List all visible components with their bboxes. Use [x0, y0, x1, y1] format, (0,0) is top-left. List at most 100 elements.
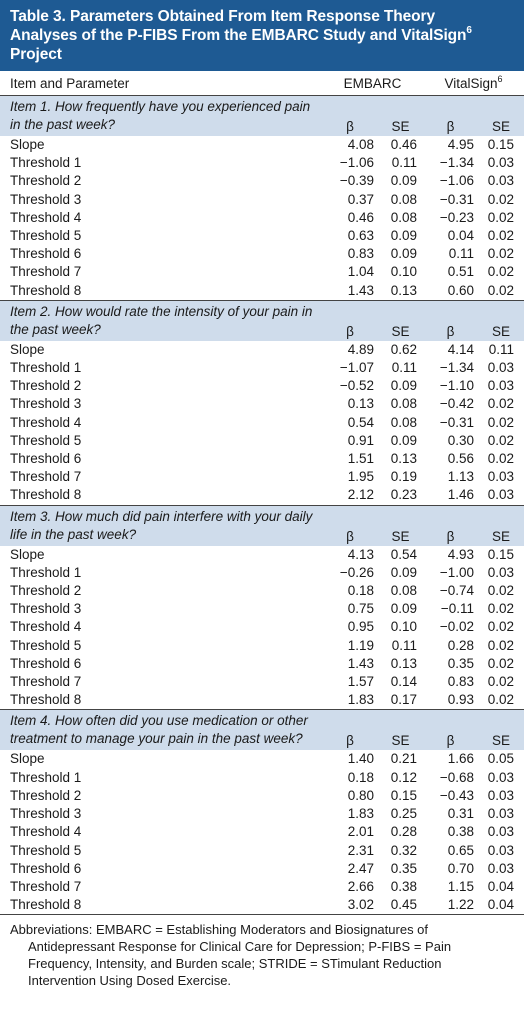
- vitalsign-beta-header: β: [423, 300, 479, 341]
- parameter-label: Threshold 1: [10, 360, 82, 376]
- vitalsign-beta-value: −0.43: [439, 787, 475, 803]
- vitalsign-beta-value: 0.93: [423, 691, 479, 711]
- vitalsign-beta-value: 0.83: [447, 674, 475, 690]
- embarc-se-value: 0.09: [390, 378, 418, 394]
- vitalsign-beta-value: 1.46: [423, 486, 479, 506]
- vitalsign-beta-value: −0.74: [439, 583, 475, 599]
- table-row: Threshold 2 −0.39 0.09 −1.06 0.03: [0, 172, 524, 190]
- item-header-row: Item 2. How would rate the intensity of …: [0, 300, 524, 341]
- vitalsign-beta-value: 1.66: [447, 751, 475, 767]
- vitalsign-se-value: 0.03: [478, 486, 524, 506]
- parameter-label: Threshold 8: [0, 691, 322, 711]
- embarc-beta-value: 0.18: [347, 769, 374, 785]
- vitalsign-beta-value: 0.28: [447, 637, 475, 653]
- vitalsign-se-value: 0.02: [487, 583, 515, 599]
- vitalsign-beta-value: 0.65: [447, 842, 475, 858]
- parameter-label: Threshold 5: [10, 842, 82, 858]
- data-table: Item and Parameter EMBARC VitalSign6 Ite…: [0, 71, 524, 916]
- table-row: Slope 1.40 0.21 1.66 0.05: [0, 750, 524, 768]
- parameter-label: Slope: [10, 341, 45, 357]
- embarc-se-value: 0.45: [378, 896, 424, 916]
- embarc-beta-value: 1.57: [347, 674, 374, 690]
- parameter-label: Threshold 1: [10, 155, 82, 171]
- embarc-se-header: SE: [378, 709, 424, 751]
- table-row: Threshold 5 2.31 0.32 0.65 0.03: [0, 842, 524, 860]
- embarc-beta-value: 0.80: [347, 787, 374, 803]
- embarc-beta-value: 2.66: [347, 878, 374, 894]
- parameter-label: Threshold 6: [10, 655, 82, 671]
- embarc-se-value: 0.08: [390, 396, 418, 412]
- parameter-label: Threshold 7: [10, 878, 82, 894]
- vitalsign-beta-value: −1.10: [439, 378, 475, 394]
- footnote-line-4: Intervention Using Dosed Exercise.: [28, 973, 232, 989]
- vitalsign-beta-header: β: [423, 709, 479, 751]
- parameter-label: Threshold 2: [10, 787, 82, 803]
- vitalsign-beta-value: −1.34: [439, 155, 475, 171]
- footnote-line-1: Abbreviations: EMBARC = Establishing Mod…: [10, 922, 429, 938]
- embarc-se-value: 0.09: [390, 564, 418, 580]
- parameter-label: Slope: [10, 546, 45, 562]
- item-question: Item 2. How would rate the intensity of …: [0, 300, 322, 341]
- vitalsign-se-value: 0.02: [487, 432, 515, 448]
- vitalsign-beta-value: −1.06: [439, 173, 475, 189]
- vitalsign-beta-value: −0.31: [439, 191, 475, 207]
- parameter-label: Threshold 5: [10, 228, 82, 244]
- parameter-label: Threshold 4: [10, 619, 82, 635]
- vitalsign-beta-value: −0.31: [439, 414, 475, 430]
- vitalsign-se-value: 0.03: [487, 769, 515, 785]
- vitalsign-se-value: 0.15: [487, 546, 515, 562]
- parameter-label: Threshold 3: [10, 806, 82, 822]
- parameter-label: Threshold 8: [0, 281, 322, 301]
- embarc-beta-value: 1.83: [347, 806, 374, 822]
- table-row: Threshold 1 −1.06 0.11 −1.34 0.03: [0, 154, 524, 172]
- parameter-label: Threshold 2: [10, 583, 82, 599]
- header-item-parameter: Item and Parameter: [0, 71, 322, 96]
- vitalsign-se-value: 0.03: [487, 360, 515, 376]
- vitalsign-se-value: 0.02: [487, 414, 515, 430]
- embarc-se-value: 0.54: [390, 546, 418, 562]
- vitalsign-beta-value: 0.60: [423, 281, 479, 301]
- parameter-label: Threshold 4: [10, 209, 82, 225]
- embarc-se-value: 0.09: [390, 601, 418, 617]
- embarc-se-value: 0.17: [378, 691, 424, 711]
- vitalsign-se-header: SE: [478, 300, 524, 341]
- embarc-se-value: 0.09: [390, 173, 418, 189]
- embarc-beta-value: −0.26: [339, 564, 374, 580]
- parameter-label: Threshold 6: [10, 246, 82, 262]
- embarc-se-value: 0.21: [390, 751, 418, 767]
- vitalsign-beta-value: 0.51: [447, 264, 475, 280]
- vitalsign-beta-value: −0.68: [439, 769, 475, 785]
- vitalsign-se-value: 0.02: [487, 637, 515, 653]
- vitalsign-se-value: 0.03: [487, 564, 515, 580]
- table-row: Threshold 7 2.66 0.38 1.15 0.04: [0, 878, 524, 896]
- vitalsign-beta-value: 4.14: [447, 341, 475, 357]
- embarc-beta-value: 1.04: [347, 264, 374, 280]
- parameter-label: Threshold 7: [10, 469, 82, 485]
- embarc-beta-value: 2.01: [347, 824, 374, 840]
- vitalsign-se-value: 0.02: [487, 264, 515, 280]
- embarc-beta-value: 4.13: [347, 546, 374, 562]
- header-vitalsign-superscript: 6: [497, 73, 503, 84]
- embarc-se-header: SE: [378, 95, 424, 136]
- title-line-3: Project: [10, 46, 62, 63]
- vitalsign-se-value: 0.03: [487, 378, 515, 394]
- embarc-beta-value: 1.43: [347, 655, 374, 671]
- vitalsign-se-value: 0.02: [487, 228, 515, 244]
- abbreviations-footnote: Abbreviations: EMBARC = Establishing Mod…: [0, 915, 524, 989]
- vitalsign-se-header: SE: [478, 505, 524, 546]
- table-row: Threshold 5 0.91 0.09 0.30 0.02: [0, 432, 524, 450]
- table-row: Threshold 8 1.83 0.17 0.93 0.02: [0, 691, 524, 711]
- vitalsign-se-value: 0.02: [487, 209, 515, 225]
- item-question: Item 3. How much did pain interfere with…: [0, 505, 322, 546]
- embarc-beta-value: 2.47: [347, 860, 374, 876]
- table-row: Threshold 1 −1.07 0.11 −1.34 0.03: [0, 359, 524, 377]
- vitalsign-beta-value: 0.31: [447, 806, 475, 822]
- title-superscript: 6: [466, 25, 472, 36]
- vitalsign-beta-value: 0.11: [448, 246, 475, 262]
- embarc-beta-value: 0.91: [347, 432, 374, 448]
- parameter-label: Threshold 6: [10, 860, 82, 876]
- vitalsign-beta-value: 0.30: [447, 432, 475, 448]
- embarc-beta-value: 2.31: [347, 842, 374, 858]
- vitalsign-se-value: 0.04: [478, 896, 524, 916]
- vitalsign-beta-value: −0.02: [439, 619, 475, 635]
